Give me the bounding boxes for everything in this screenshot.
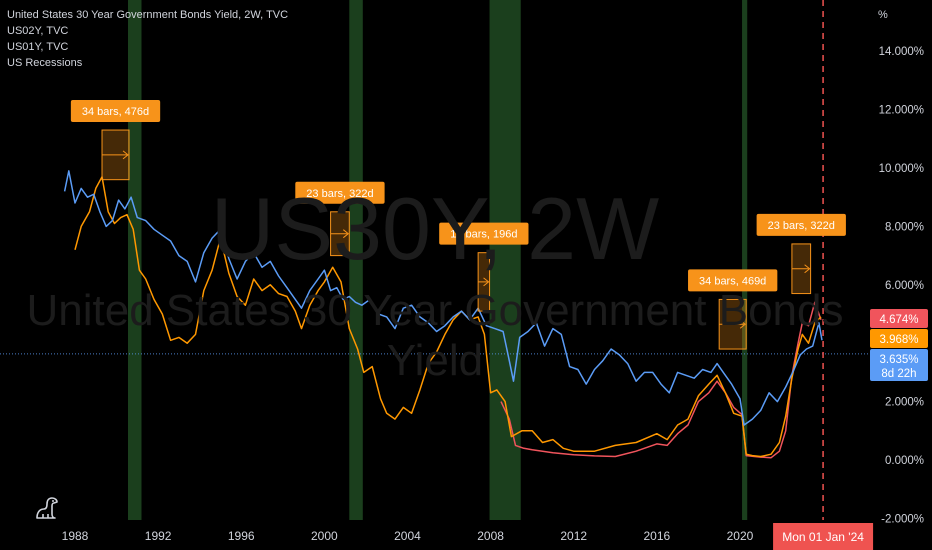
measure-label: 34 bars, 469d — [699, 275, 766, 287]
measure-arrowhead — [804, 264, 811, 274]
measure-label-box — [439, 222, 529, 245]
measure-label: 34 bars, 476d — [82, 106, 149, 118]
legend-item-recessions[interactable]: US Recessions — [7, 57, 83, 69]
measure-label: 23 bars, 322d — [768, 220, 835, 232]
y-tick-label: 14.000% — [879, 46, 924, 58]
x-tick-label: 1992 — [145, 529, 172, 543]
y-tick-label: 6.000% — [885, 280, 924, 292]
measure-arrowhead — [342, 229, 350, 239]
measure-arrowhead — [483, 277, 490, 287]
x-tick-label: 2012 — [560, 529, 587, 543]
x-tick-label: 2000 — [311, 529, 338, 543]
series-line-us30y[interactable] — [63, 170, 823, 426]
measure-arrowhead — [739, 319, 746, 329]
legend-item-us01y[interactable]: US01Y, TVC — [7, 41, 69, 53]
x-tick-label: 2004 — [394, 529, 421, 543]
date-marker-label-box — [773, 523, 874, 550]
y-tick-label: 10.000% — [879, 163, 924, 175]
price-tag-label: 3.635% — [879, 354, 918, 366]
chart-legend: United States 30 Year Government Bonds Y… — [7, 7, 288, 71]
tradingview-dino-icon[interactable] — [34, 494, 60, 520]
price-tag[interactable] — [870, 329, 928, 348]
recession-band — [489, 0, 521, 520]
recession-band — [127, 0, 142, 520]
x-tick-label: 2020 — [727, 529, 754, 543]
y-tick-label: 12.000% — [879, 105, 924, 117]
price-tag-countdown: 8d 22h — [881, 368, 916, 380]
series-line-us02y[interactable] — [74, 176, 822, 458]
measure-label-box — [756, 213, 846, 236]
date-marker-label: Mon 01 Jan '24 — [782, 530, 864, 544]
x-tick-label: 2016 — [643, 529, 670, 543]
price-tag[interactable] — [870, 349, 928, 381]
price-tag-label: 3.968% — [879, 334, 918, 346]
y-tick-label: 8.000% — [885, 221, 924, 233]
x-tick-label: 2008 — [477, 529, 504, 543]
legend-item-us30y[interactable]: United States 30 Year Government Bonds Y… — [7, 9, 289, 21]
measure-label: 14 bars, 196d — [450, 229, 517, 241]
y-tick-label: 2.000% — [885, 397, 924, 409]
x-tick-label: 1996 — [228, 529, 255, 543]
price-tag[interactable] — [870, 309, 928, 328]
recession-band — [349, 0, 363, 520]
measure-arrowhead — [122, 150, 129, 160]
measure-label-box — [688, 269, 778, 292]
price-tag-label: 4.674% — [879, 314, 918, 326]
y-tick-label: 0.000% — [885, 455, 924, 467]
legend-item-us02y[interactable]: US02Y, TVC — [7, 25, 69, 37]
price-axis-unit: % — [878, 9, 888, 21]
x-tick-label: 1988 — [62, 529, 89, 543]
recession-band — [742, 0, 748, 520]
y-tick-label: -2.000% — [881, 513, 924, 525]
measure-label-box — [70, 100, 161, 123]
measure-label-box — [295, 181, 385, 204]
measure-label: 23 bars, 322d — [306, 188, 373, 200]
